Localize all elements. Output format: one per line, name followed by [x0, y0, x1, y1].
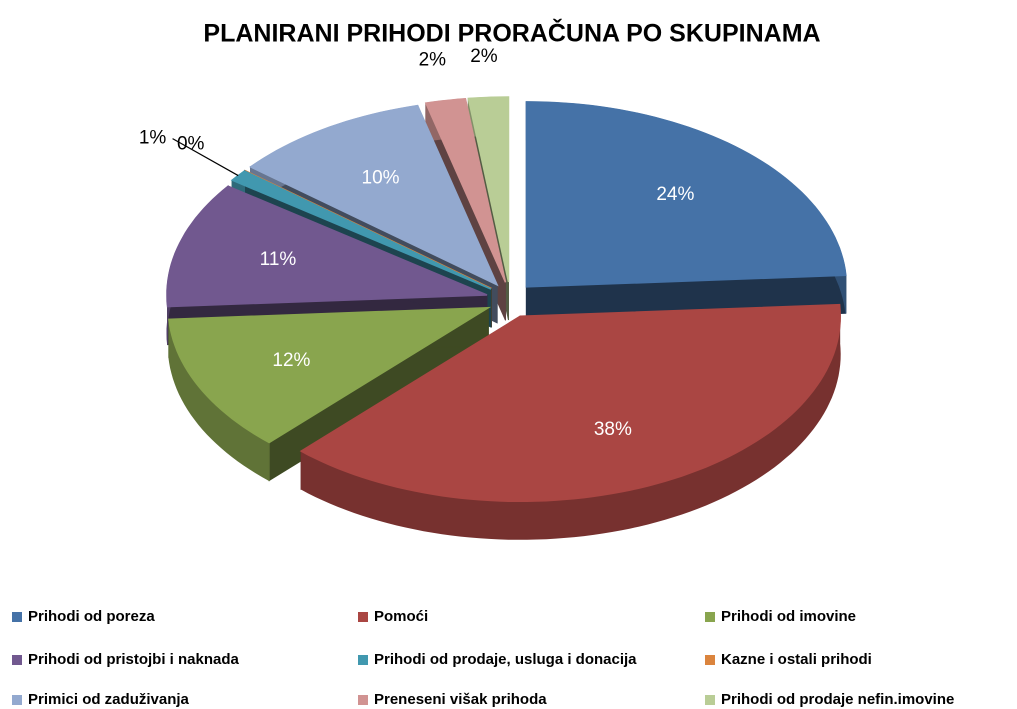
slice	[525, 101, 847, 288]
legend-swatch	[12, 612, 22, 622]
data-label: 24%	[656, 184, 694, 205]
data-label: 2%	[419, 50, 447, 71]
slice	[299, 303, 841, 503]
slice	[249, 104, 499, 287]
legend-label: Prihodi od imovine	[721, 608, 856, 625]
leader-line	[172, 138, 239, 177]
data-label: 1%	[139, 128, 167, 149]
legend-label: Prihodi od prodaje nefin.imovine	[721, 691, 954, 708]
legend-swatch	[705, 612, 715, 622]
data-label: 38%	[594, 419, 632, 440]
legend-label: Prihodi od poreza	[28, 608, 155, 625]
slice	[230, 170, 492, 290]
legend-label: Prihodi od prodaje, usluga i donacija	[374, 651, 637, 668]
legend-swatch	[705, 695, 715, 705]
slice	[168, 306, 492, 444]
data-label: 12%	[272, 350, 310, 371]
legend-swatch	[358, 612, 368, 622]
legend-swatch	[358, 695, 368, 705]
data-label: 11%	[260, 249, 297, 270]
legend-label: Pomoći	[374, 608, 428, 625]
slice	[467, 96, 510, 283]
legend-label: Prihodi od pristojbi i naknada	[28, 651, 240, 668]
legend-label: Preneseni višak prihoda	[374, 691, 547, 708]
legend-swatch	[358, 655, 368, 665]
legend-swatch	[705, 655, 715, 665]
data-label: 10%	[362, 168, 400, 189]
pie: 24% 38% 12% 11% 1% 0% 10% 2% 2%	[139, 46, 847, 540]
legend-label: Primici od zaduživanja	[28, 691, 190, 708]
data-label: 0%	[177, 134, 205, 155]
slice	[166, 185, 488, 308]
legend-swatch	[12, 695, 22, 705]
legend-swatch	[12, 655, 22, 665]
slice	[424, 98, 507, 283]
data-label: 2%	[470, 46, 498, 67]
chart-title: PLANIRANI PRIHODI PRORAČUNA PO SKUPINAMA	[203, 18, 820, 48]
legend: Prihodi od poreza Pomoći Prihodi od imovin…	[12, 608, 954, 708]
legend-label: Kazne i ostali prihodi	[721, 651, 872, 668]
